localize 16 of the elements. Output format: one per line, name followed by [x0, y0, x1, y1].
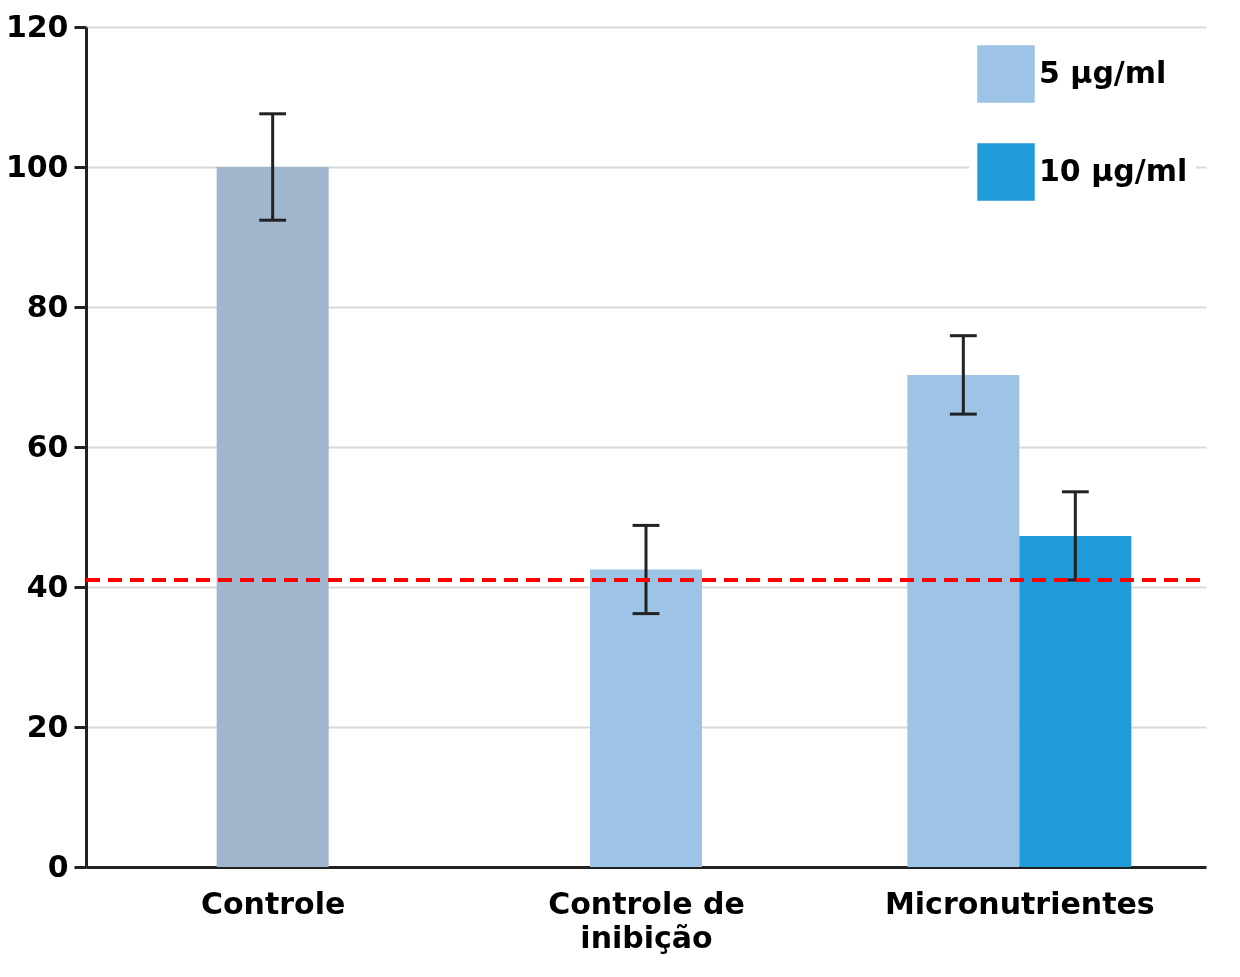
bar: [216, 167, 329, 867]
y-tick-label: 20: [26, 708, 69, 744]
x-tick-label: Controle de inibição: [548, 885, 745, 955]
bar: [907, 374, 1020, 867]
x-tick-label: Controle: [200, 885, 346, 921]
x-tick-label: Micronutrientes: [884, 885, 1155, 921]
bar: [1019, 535, 1132, 867]
y-tick-label: 40: [26, 568, 69, 604]
y-tick-label: 60: [26, 428, 69, 464]
legend-label: 10 µg/ml: [1039, 153, 1188, 188]
bar: [590, 569, 702, 867]
y-tick-label: 120: [5, 8, 69, 44]
y-tick-label: 80: [26, 288, 69, 324]
y-tick-label: 100: [5, 148, 69, 184]
y-tick-label: 0: [47, 848, 69, 884]
legend-label: 5 µg/ml: [1039, 55, 1167, 90]
